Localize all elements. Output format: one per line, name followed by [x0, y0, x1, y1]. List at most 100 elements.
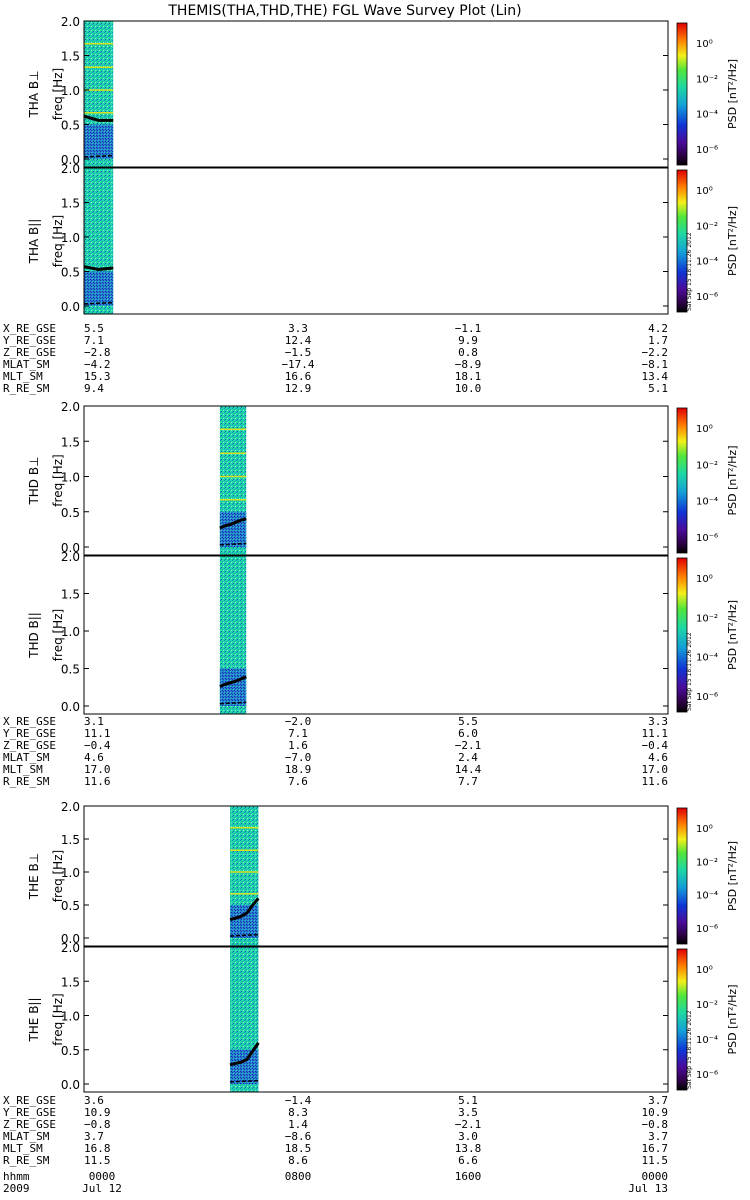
panel-tha-bperp: 0.0 0.5 1.0 1.5 2.0 THA B⊥ freq [Hz] 10⁰ 10⁻² 10⁻…	[27, 15, 739, 168]
y-tick-label: 0.5	[61, 266, 80, 280]
ephemeris-value: 4.6	[84, 751, 104, 764]
panel-frame	[83, 167, 669, 315]
y-tick-label: 0.5	[61, 506, 80, 520]
y-tick-label: 2.0	[61, 941, 80, 955]
ephemeris-value: 18.5	[285, 1142, 312, 1155]
ephemeris-value: 5.1	[648, 382, 668, 395]
colorbar-tick-label: 10⁻²	[696, 613, 718, 624]
panel-frame	[83, 946, 669, 1093]
ephemeris-value: −4.2	[84, 358, 111, 371]
gyro-frequency-trace	[83, 154, 114, 158]
colorbar-tick-label: 10⁻⁶	[696, 924, 718, 935]
ephemeris-row-name: X_RE_GSE	[3, 715, 56, 728]
ephemeris-value: 16.7	[642, 1142, 669, 1155]
ephemeris-value: −8.1	[642, 358, 669, 371]
ephemeris-the: X_RE_GSE 3.6 −1.4 5.1 3.7 Y_RE_GSE 10.9 8.3 3.5 1…	[3, 1094, 668, 1167]
date-label: Jul 13	[628, 1182, 668, 1195]
time-tick-label: 1600	[455, 1170, 482, 1183]
gyro-frequency-trace	[229, 1079, 259, 1083]
ephemeris-row-name: MLAT_SM	[3, 358, 50, 371]
ephemeris-value: −2.1	[455, 1118, 482, 1131]
colorbar	[676, 407, 688, 554]
y-tick-label: 1.0	[61, 625, 80, 639]
ephemeris-value: 4.2	[648, 322, 668, 335]
gyro-frequency-trace	[219, 701, 247, 705]
ephemeris-value: 3.6	[84, 1094, 104, 1107]
ephemeris-row-name: MLAT_SM	[3, 1130, 50, 1143]
y-tick-label: 2.0	[61, 400, 80, 414]
ephemeris-row-name: X_RE_GSE	[3, 1094, 56, 1107]
gyro-frequency-trace	[229, 933, 259, 937]
freq-axis-label: freq [Hz]	[51, 993, 65, 1045]
colorbar-tick-label: 10⁻²	[696, 460, 718, 471]
ephemeris-value: 12.9	[285, 382, 312, 395]
panel-ylabel: THE B||	[27, 997, 41, 1042]
colorbar-label: PSD [nT²/Hz]	[726, 600, 739, 670]
ephemeris-row-name: MLT_SM	[3, 1142, 43, 1155]
freq-axis-label: freq [Hz]	[51, 850, 65, 902]
colorbar-tick-label: 10⁰	[696, 39, 713, 50]
panel-frame	[83, 555, 669, 715]
timestamp-stamp: Sat Sep 15 18:11:26 2012	[686, 1010, 693, 1089]
gyro-frequency-trace	[219, 542, 247, 546]
ephemeris-value: 2.4	[458, 751, 478, 764]
panel-ylabel: THA B||	[27, 219, 41, 265]
y-tick-label: 0.0	[61, 700, 80, 714]
ephemeris-value: 7.6	[288, 775, 308, 788]
gyro-frequency-trace	[83, 301, 114, 305]
ephemeris-value: −2.1	[455, 739, 482, 752]
ephemeris-value: 13.4	[642, 370, 669, 383]
ephemeris-value: 9.9	[458, 334, 478, 347]
colorbar-tick-label: 10⁻²	[696, 221, 718, 232]
colorbar-tick-label: 10⁻²	[696, 1000, 718, 1011]
median-frequency-trace	[219, 675, 247, 688]
colorbar-tick-label: 10⁻⁴	[696, 110, 718, 121]
colorbar-tick-label: 10⁻²	[696, 857, 718, 868]
ephemeris-value: 5.1	[458, 1094, 478, 1107]
spectrogram-low-band	[230, 905, 259, 938]
ephemeris-value: 18.1	[455, 370, 482, 383]
y-tick-label: 0.0	[61, 932, 80, 946]
ephemeris-value: 5.5	[84, 322, 104, 335]
colorbar-tick-label: 10⁰	[696, 824, 713, 835]
ephemeris-value: 1.7	[648, 334, 668, 347]
figure-title: THEMIS(THA,THD,THE) FGL Wave Survey Plot…	[167, 3, 521, 19]
ephemeris-value: −1.5	[285, 346, 312, 359]
ephemeris-row-name: MLAT_SM	[3, 751, 50, 764]
panel-the-bpar: 0.0 0.5 1.0 1.5 2.0 THE B|| freq [Hz] 10⁰ 10⁻² 10…	[27, 941, 739, 1093]
ephemeris-value: 11.1	[84, 727, 111, 740]
date-label: Jul 12	[82, 1182, 122, 1195]
freq-axis-label: freq [Hz]	[51, 609, 65, 661]
ephemeris-value: 0.8	[458, 346, 478, 359]
colorbar	[676, 807, 688, 945]
ephemeris-value: 14.4	[455, 763, 482, 776]
y-tick-label: 0.5	[61, 663, 80, 677]
y-tick-label: 1.0	[61, 84, 80, 98]
panel-the-bperp: 0.0 0.5 1.0 1.5 2.0 THE B⊥ freq [Hz] 10⁰ 10⁻² 10⁻…	[27, 800, 739, 947]
colorbar-tick-label: 10⁻⁶	[696, 692, 718, 703]
ephemeris-row-name: Y_RE_GSE	[3, 334, 56, 347]
y-tick-label: 1.5	[61, 197, 80, 211]
ephemeris-value: −8.6	[285, 1130, 312, 1143]
colorbar-label: PSD [nT²/Hz]	[726, 59, 739, 129]
y-tick-label: 0.0	[61, 1078, 80, 1092]
colorbar	[676, 169, 688, 313]
y-tick-label: 0.0	[61, 541, 80, 555]
ephemeris-row-name: R_RE_SM	[3, 775, 50, 788]
median-frequency-trace	[83, 265, 114, 271]
ephemeris-row-name: Z_RE_GSE	[3, 1118, 56, 1131]
panel-ylabel: THD B||	[27, 612, 41, 659]
ephemeris-value: −1.1	[455, 322, 482, 335]
colorbar-label: PSD [nT²/Hz]	[726, 841, 739, 911]
ephemeris-row-name: Z_RE_GSE	[3, 346, 56, 359]
spectrogram-low-band	[84, 124, 114, 159]
colorbar-tick-label: 10⁻⁴	[696, 257, 718, 268]
ephemeris-thd: X_RE_GSE 3.1 −2.0 5.5 3.3 Y_RE_GSE 11.1 7.1 6.0 1…	[3, 715, 668, 788]
ephemeris-value: 10.9	[642, 1106, 669, 1119]
colorbar	[676, 557, 688, 713]
colorbar-tick-label: 10⁰	[696, 965, 713, 976]
ephemeris-row-name: R_RE_SM	[3, 1154, 50, 1167]
spectrogram-low-band	[219, 511, 247, 547]
colorbar-tick-label: 10⁻⁶	[696, 533, 718, 544]
y-tick-label: 1.5	[61, 50, 80, 64]
